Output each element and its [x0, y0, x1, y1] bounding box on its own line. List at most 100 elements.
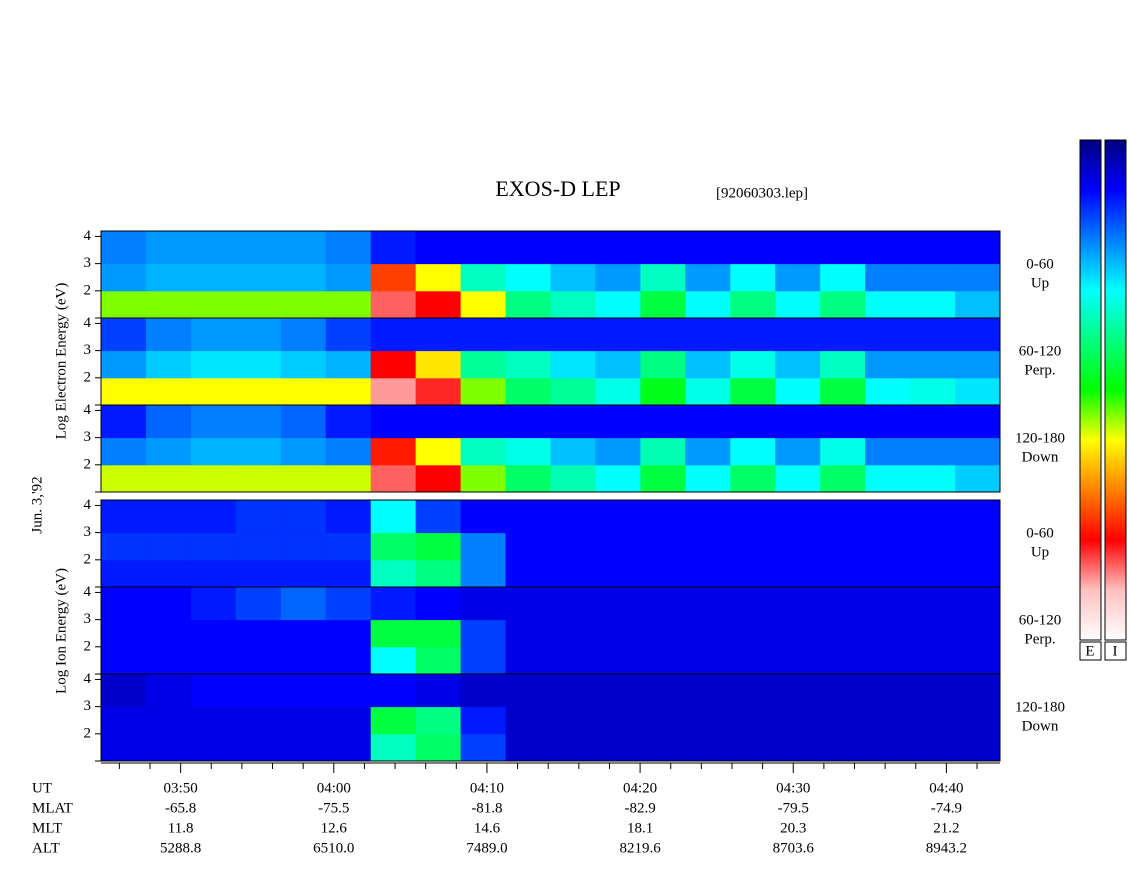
heat-cell	[685, 646, 731, 675]
heat-cell	[775, 587, 821, 621]
heat-cell	[370, 587, 417, 621]
heat-cell	[595, 318, 641, 352]
ephemeris-value: -65.8	[165, 800, 196, 816]
heat-cell	[460, 619, 507, 648]
heat-cell	[820, 587, 866, 621]
heat-cell	[865, 532, 911, 561]
heat-cell	[460, 405, 507, 439]
panel-label: 120-180	[1015, 430, 1065, 446]
heat-cell	[235, 290, 282, 319]
heat-cell	[101, 290, 147, 319]
heat-cell	[190, 500, 237, 534]
heat-cell	[685, 377, 731, 406]
panel-label: Perp.	[1024, 362, 1055, 378]
heat-cell	[730, 350, 776, 379]
heat-cell	[820, 500, 866, 534]
heat-cell	[550, 619, 596, 648]
heat-cell	[280, 290, 327, 319]
heat-cell	[370, 619, 417, 648]
heat-cell	[101, 646, 147, 675]
heat-cell	[505, 674, 551, 708]
heat-cell	[640, 263, 686, 292]
heat-cell	[640, 437, 686, 466]
heat-cell	[730, 674, 776, 708]
heat-cell	[910, 464, 956, 493]
heat-cell	[820, 377, 866, 406]
heat-cell	[101, 500, 147, 534]
heat-cell	[910, 290, 956, 319]
heat-cell	[955, 646, 1001, 675]
colorbar-label: I	[1113, 643, 1118, 659]
y-tick-label: 4	[84, 671, 92, 687]
heat-cell	[415, 500, 462, 534]
heat-cell	[370, 231, 417, 265]
y-tick-label: 4	[84, 228, 92, 244]
heat-cell	[955, 706, 1001, 735]
heat-cell	[685, 706, 731, 735]
heat-cell	[820, 464, 866, 493]
heat-cell	[550, 500, 596, 534]
heat-cell	[820, 619, 866, 648]
heat-cell	[325, 437, 372, 466]
heat-cell	[955, 231, 1001, 265]
heat-cell	[505, 559, 551, 588]
heat-cell	[235, 263, 282, 292]
heat-cell	[280, 587, 327, 621]
y-tick-label: 2	[84, 369, 92, 385]
heat-cell	[415, 437, 462, 466]
heat-cell	[505, 646, 551, 675]
heat-cell	[460, 706, 507, 735]
heat-cell	[685, 619, 731, 648]
heat-cell	[325, 377, 372, 406]
heat-cell	[550, 231, 596, 265]
heat-cell	[640, 500, 686, 534]
heat-cell	[955, 532, 1001, 561]
heat-cell	[505, 231, 551, 265]
x-tick-label: 04:40	[929, 780, 963, 796]
heat-cell	[640, 587, 686, 621]
heat-cell	[325, 733, 372, 762]
heat-cell	[190, 318, 237, 352]
heat-cell	[820, 706, 866, 735]
heat-cell	[730, 619, 776, 648]
x-tick-label: 04:00	[317, 780, 351, 796]
heat-cell	[640, 318, 686, 352]
heat-cell	[550, 437, 596, 466]
heat-cell	[145, 350, 192, 379]
heat-cell	[145, 405, 192, 439]
heat-cell	[820, 263, 866, 292]
y-tick-label: 3	[84, 255, 92, 271]
heat-cell	[145, 318, 192, 352]
heat-cell	[910, 377, 956, 406]
heat-cell	[910, 263, 956, 292]
heat-cell	[595, 674, 641, 708]
heat-cell	[865, 350, 911, 379]
heat-cell	[595, 231, 641, 265]
heat-cell	[145, 706, 192, 735]
heat-cell	[955, 437, 1001, 466]
heat-cell	[595, 464, 641, 493]
y-tick-label: 2	[84, 725, 92, 741]
heat-cell	[505, 464, 551, 493]
heat-cell	[730, 706, 776, 735]
heat-cell	[145, 290, 192, 319]
heat-cell	[865, 263, 911, 292]
heat-cell	[730, 733, 776, 762]
heat-cell	[685, 263, 731, 292]
heat-cell	[325, 464, 372, 493]
heat-cell	[640, 464, 686, 493]
ephemeris-name: ALT	[32, 840, 60, 856]
heat-cell	[190, 706, 237, 735]
panel-label: 0-60	[1026, 256, 1054, 272]
heat-cell	[955, 377, 1001, 406]
heat-cell	[460, 674, 507, 708]
heat-cell	[370, 674, 417, 708]
heat-cell	[280, 674, 327, 708]
heat-cell	[910, 350, 956, 379]
heat-cell	[730, 405, 776, 439]
heat-cell	[550, 405, 596, 439]
heat-cell	[685, 559, 731, 588]
heat-cell	[730, 559, 776, 588]
heat-cell	[910, 559, 956, 588]
heat-cell	[190, 290, 237, 319]
